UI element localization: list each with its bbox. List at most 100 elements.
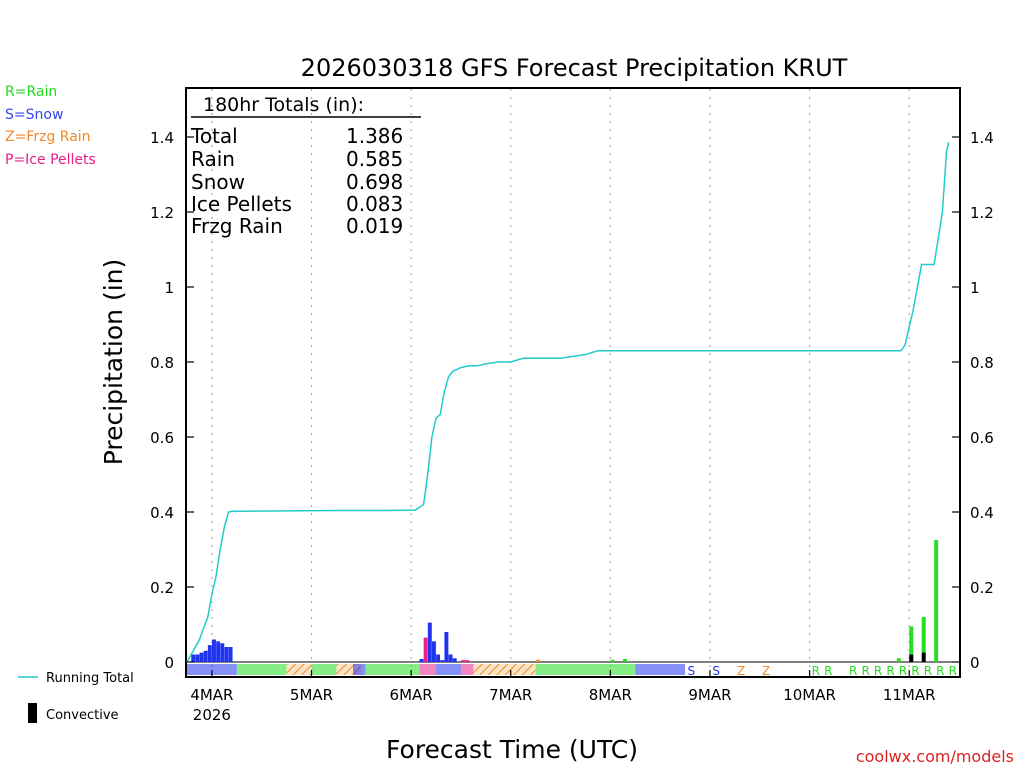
running-total-series [186,142,950,663]
type-letter: Z [737,664,745,678]
totals-label-ice-pellets: Ice Pellets [191,192,292,216]
totals-value-frzg-rain: 0.019 [346,214,403,238]
type-letter: R [861,664,869,678]
y-tick-label-left: 0 [164,654,174,672]
y-tick-label-right: 0.6 [970,429,994,447]
series-legend: Running Total Convective [18,671,134,723]
precip-bar [220,643,225,662]
y-tick-label-left: 0.8 [150,354,174,372]
type-letter: R [886,664,894,678]
y-tick-label-right: 0 [970,654,980,672]
precip-bar [431,641,436,662]
type-letter: S [712,664,720,678]
totals-value-ice-pellets: 0.083 [346,192,403,216]
type-strip-segment [635,664,686,675]
type-letter: R [949,664,957,678]
type-letter: R [849,664,857,678]
x-tick-label: 11MAR [883,686,936,704]
precip-bar [461,660,465,662]
precip-bar [224,647,229,662]
y-tick-label-right: 0.2 [970,579,994,597]
y-tick-label-left: 1.4 [150,129,174,147]
type-letter: R [924,664,932,678]
y-tick-label-left: 0.6 [150,429,174,447]
x-tick-label: 9MAR [688,686,731,704]
legend-ice-pellets: P=Ice Pellets [5,152,96,168]
precip-bar [191,654,196,662]
totals-label-frzg-rain: Frzg Rain [191,214,283,238]
type-strip-segment [336,664,362,675]
type-letter: R [936,664,944,678]
legend-snow: S=Snow [5,107,63,123]
x-tick-label: 8MAR [589,686,632,704]
precip-bar [465,660,470,662]
totals-value-total: 1.386 [346,124,403,148]
precip-bar [622,659,627,662]
totals-header: 180hr Totals (in): [203,94,364,116]
x-axis-label: Forecast Time (UTC) [386,735,638,764]
y-tick-label-right: 1.4 [970,129,994,147]
type-strip-segment [236,664,287,675]
precip-bar [896,658,901,662]
precip-bar [212,639,216,662]
credit-link[interactable]: coolwx.com/models [856,747,1014,766]
y-tick-label-right: 0.8 [970,354,994,372]
precip-bar [448,654,453,662]
totals-value-snow: 0.698 [346,170,403,194]
y-tick-label-left: 1 [164,279,174,297]
precip-bar [419,659,424,662]
type-letter: R [911,664,919,678]
convective-swatch [28,703,37,723]
totals-box: 180hr Totals (in): Total 1.386 Rain 0.58… [190,94,421,238]
y-axis: 0 0 0.2 0.2 0.4 0.4 0.6 0.6 0.8 0.8 1 1 1.2 1.2 1.4 1.4 [150,129,994,672]
x-year-label: 2026 [193,706,231,724]
type-strip-segment [473,664,536,675]
type-strip-segment [286,664,312,675]
type-strip-segment [353,664,366,675]
x-axis: 4MAR 5MAR 6MAR 7MAR 8MAR 9MAR 10MAR 11MAR 2026 [190,670,936,724]
legend-running-total: Running Total [46,671,134,686]
precip-bar [610,659,615,662]
totals-label-total: Total [190,124,238,148]
totals-label-rain: Rain [191,147,235,171]
precip-bar [203,650,208,662]
running-total-line [186,142,950,663]
x-tick-label: 4MAR [190,686,233,704]
y-tick-label-left: 0.2 [150,579,174,597]
type-letter: S [687,664,695,678]
type-letter: Z [762,664,770,678]
legend-rain: R=Rain [5,84,57,100]
x-tick-label: 6MAR [390,686,433,704]
x-tick-label: 10MAR [783,686,836,704]
type-strip-segment [436,664,461,675]
type-legend: R=Rain S=Snow Z=Frzg Rain P=Ice Pellets [5,84,96,168]
precip-bar [195,654,200,662]
totals-label-snow: Snow [191,170,245,194]
plot-frame [185,87,961,678]
totals-value-rain: 0.585 [346,147,403,171]
type-strip-segment [535,664,636,675]
y-tick-label-left: 0.4 [150,504,174,522]
precip-bar [535,659,540,662]
precip-bar [909,626,914,662]
precip-bar [427,622,432,662]
precip-bar [228,647,233,662]
y-tick-label-left: 1.2 [150,204,174,222]
precip-bar [934,540,939,662]
type-strip-segment [419,664,437,675]
convective-bar [921,652,926,662]
type-strip-segment [311,664,337,675]
type-letter: R [899,664,907,678]
precip-bar [921,617,926,662]
legend-frzg-rain: Z=Frzg Rain [5,129,91,145]
precip-bar [452,658,457,662]
precip-bar [199,652,204,662]
type-strip-segment [365,664,420,675]
type-letter: R [874,664,882,678]
type-letter: R [824,664,832,678]
precip-bar [436,654,441,662]
gridlines [187,89,959,676]
precip-bar [444,632,449,662]
